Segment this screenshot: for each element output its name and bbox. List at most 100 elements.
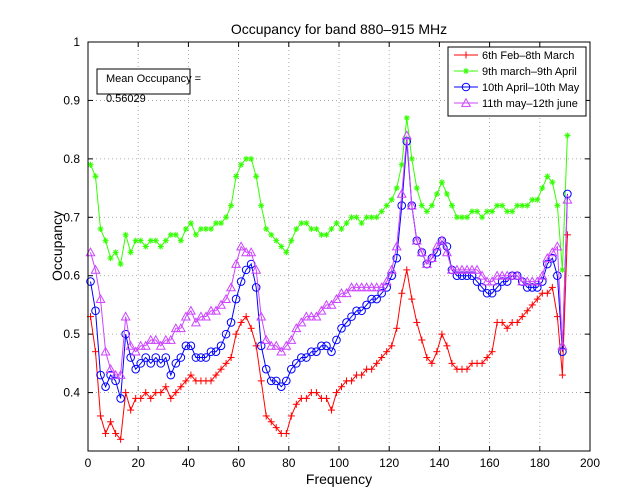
data-point (165, 334, 176, 344)
data-point (111, 376, 120, 386)
data-point (137, 394, 145, 402)
data-point (548, 253, 557, 263)
data-point (371, 282, 382, 292)
x-tick-label: 40 (182, 456, 196, 470)
data-point (276, 346, 287, 356)
data-point (487, 276, 498, 286)
data-point (247, 324, 255, 332)
data-point (477, 283, 487, 292)
data-point (147, 237, 154, 244)
data-point (393, 185, 400, 192)
data-point (393, 324, 401, 332)
data-point (456, 264, 468, 274)
data-point (332, 335, 341, 345)
data-point (398, 289, 406, 297)
data-point (132, 237, 139, 244)
legend-label: 11th may–12th june (482, 98, 578, 110)
data-point (302, 394, 310, 402)
x-tick-label: 20 (132, 456, 146, 470)
data-point (462, 51, 470, 59)
data-point (182, 377, 190, 385)
x-tick-label: 160 (480, 456, 500, 470)
data-point (524, 202, 531, 209)
data-point (321, 299, 332, 309)
data-point (503, 324, 511, 332)
data-point (418, 202, 425, 209)
data-point (509, 208, 516, 215)
data-point (102, 429, 110, 437)
data-point (401, 130, 412, 140)
data-point (227, 354, 235, 362)
data-point (122, 231, 129, 238)
data-point (398, 161, 405, 168)
data-point (242, 313, 250, 321)
data-point (257, 377, 265, 385)
data-point (474, 208, 481, 215)
data-point (312, 389, 320, 397)
data-point (303, 220, 310, 227)
data-point (559, 266, 566, 273)
data-point (187, 220, 194, 227)
data-point (368, 214, 375, 221)
data-point (472, 264, 483, 274)
data-point (482, 276, 493, 286)
data-point (499, 202, 506, 209)
data-point (418, 336, 426, 344)
data-point (102, 237, 109, 244)
data-point (347, 312, 356, 321)
data-point (122, 389, 130, 397)
data-point (126, 353, 135, 362)
data-point (492, 283, 502, 292)
data-point (502, 277, 512, 286)
data-point (352, 306, 361, 316)
data-point (141, 353, 151, 362)
data-point (448, 359, 456, 367)
data-point (478, 359, 486, 367)
data-point (216, 341, 226, 351)
data-point (266, 340, 277, 350)
data-point (97, 412, 105, 420)
data-point (406, 200, 417, 210)
data-point (432, 248, 442, 257)
data-point (519, 202, 526, 209)
y-tick-label: 0.8 (63, 152, 80, 166)
data-point (288, 237, 295, 244)
data-point (147, 394, 155, 402)
data-point (162, 383, 170, 391)
data-point (268, 231, 275, 238)
data-point (236, 241, 247, 251)
data-point (176, 353, 186, 362)
data-point (553, 271, 562, 281)
data-point (297, 353, 306, 362)
data-point (233, 173, 240, 180)
legend-entry: 9th march–9th April (454, 66, 577, 78)
data-point (421, 258, 432, 268)
data-point (333, 220, 340, 227)
x-tick-label: 120 (379, 456, 399, 470)
data-point (298, 220, 305, 227)
data-point (185, 305, 196, 315)
series-4 (85, 130, 573, 379)
data-point (358, 371, 366, 379)
annotation-box (96, 68, 191, 95)
data-point (438, 179, 445, 186)
data-point (117, 261, 124, 268)
data-point (363, 214, 370, 221)
data-point (263, 225, 270, 232)
data-point (292, 359, 301, 368)
data-point (215, 299, 227, 309)
data-point (236, 277, 246, 286)
data-point (367, 294, 376, 304)
data-point (332, 389, 340, 397)
series-2 (87, 114, 571, 273)
data-point (498, 318, 506, 326)
data-point (180, 311, 191, 321)
data-point (256, 311, 267, 321)
data-point (542, 252, 553, 263)
data-point (207, 377, 215, 385)
data-point (115, 369, 126, 379)
data-point (376, 282, 387, 292)
data-point (97, 225, 104, 232)
data-point (106, 370, 115, 380)
